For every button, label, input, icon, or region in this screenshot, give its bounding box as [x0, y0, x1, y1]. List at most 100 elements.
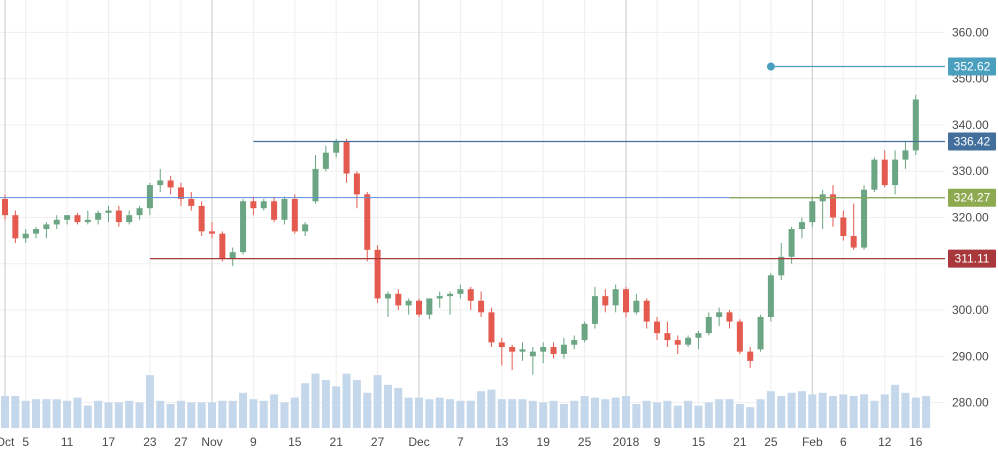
x-tick-label: 12 — [878, 435, 892, 449]
candle-body — [871, 159, 878, 190]
volume-bar — [83, 405, 92, 428]
candle-body — [33, 229, 40, 234]
candle-body — [426, 298, 433, 315]
candle — [798, 217, 805, 239]
candle-body — [519, 349, 526, 352]
volume-bar — [404, 397, 413, 428]
candle — [2, 194, 8, 220]
candle — [840, 210, 847, 241]
volume-bar — [208, 402, 216, 428]
candle-body — [840, 217, 847, 236]
candle-body — [716, 312, 723, 317]
candle-body — [654, 321, 661, 334]
candle — [726, 310, 733, 329]
candle-body — [798, 222, 805, 230]
candles — [2, 94, 919, 375]
time-axis: Oct 5 11 17 23 27 Nov 9 15 21 27 Dec 7 13 19 25 2018 9 15 2… — [0, 435, 923, 449]
volume-bar — [135, 402, 144, 428]
candle-body — [291, 198, 298, 232]
volume-bar — [663, 400, 672, 428]
candle — [488, 307, 495, 348]
candle — [871, 157, 878, 193]
candle — [322, 145, 329, 172]
candle — [912, 94, 919, 156]
candle-body — [788, 229, 795, 257]
x-tick-label: 25 — [578, 435, 592, 449]
candle — [12, 210, 19, 243]
volume-bar — [684, 400, 693, 428]
candle-body — [343, 141, 350, 174]
price-badge-bg — [948, 57, 996, 76]
candle-body — [602, 296, 609, 306]
candle-body — [12, 215, 19, 239]
candle — [364, 192, 371, 262]
volume-bar — [456, 400, 465, 428]
volume-bar — [590, 397, 599, 428]
candle-body — [188, 198, 195, 206]
candle-body — [43, 224, 50, 230]
volume-bar — [145, 375, 154, 428]
candle — [892, 150, 899, 195]
candle — [736, 319, 743, 354]
candle-body — [250, 201, 257, 209]
volume-bar — [673, 405, 682, 428]
candle — [416, 298, 422, 317]
x-tick-label: 16 — [909, 435, 923, 449]
candle — [540, 342, 547, 364]
volume-bar — [860, 394, 869, 428]
candle-body — [912, 99, 919, 151]
volume-bar — [73, 397, 82, 428]
candle-body — [881, 159, 888, 186]
candle-body — [509, 347, 516, 352]
candle — [830, 185, 836, 227]
candle-body — [633, 300, 640, 313]
volume-bar — [839, 394, 848, 428]
candle-body — [146, 185, 153, 209]
candle — [881, 150, 888, 188]
volume-bar — [321, 380, 330, 428]
volume-bar — [42, 399, 51, 428]
candle — [302, 222, 309, 236]
volume-bar — [497, 399, 506, 428]
candle — [602, 289, 609, 313]
candle — [571, 335, 578, 350]
y-tick-label: 360.00 — [952, 25, 989, 39]
candle — [695, 330, 702, 350]
candle — [436, 291, 443, 308]
candle-body — [322, 152, 329, 169]
x-tick-label: Feb — [802, 435, 823, 449]
candle-body — [364, 194, 371, 250]
candle — [146, 182, 153, 216]
candle — [343, 138, 350, 183]
volume-bar — [259, 400, 268, 428]
volume-bar — [922, 396, 931, 428]
volume-bar — [777, 396, 786, 428]
y-tick-label: 320.00 — [952, 210, 989, 224]
candle-body — [74, 215, 81, 223]
candle — [633, 293, 640, 315]
x-tick-label: 17 — [102, 435, 116, 449]
candle-body — [260, 201, 267, 209]
candle — [53, 215, 60, 230]
candle-body — [705, 316, 712, 334]
candle — [291, 194, 298, 234]
candle-body — [591, 296, 598, 324]
candle — [850, 203, 857, 250]
candle — [260, 198, 267, 211]
x-tick-label: Dec — [408, 435, 429, 449]
candle — [229, 247, 236, 267]
volume-bar — [52, 399, 61, 428]
candle-body — [302, 224, 309, 232]
volume-bar — [249, 399, 258, 428]
volume-bar — [808, 394, 817, 428]
candle-body — [664, 333, 671, 341]
volume-bar — [352, 380, 361, 428]
volume-bar — [280, 402, 289, 428]
candle-body — [571, 340, 578, 345]
candle-body — [457, 289, 464, 294]
volume-bar — [518, 399, 527, 428]
candle — [509, 344, 516, 371]
y-tick-label: 330.00 — [952, 164, 989, 178]
volume-bar — [642, 400, 651, 428]
